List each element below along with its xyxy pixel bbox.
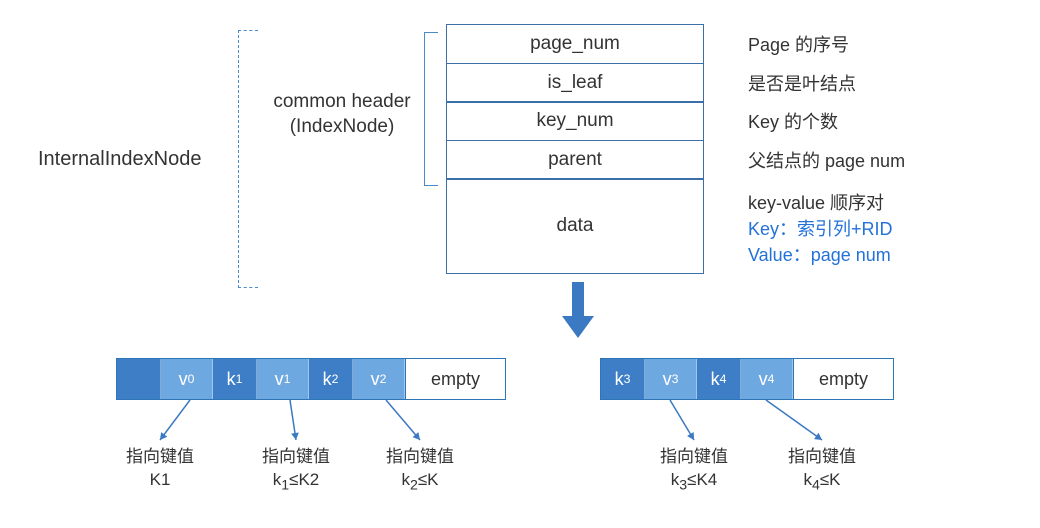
- field-key-num: key_num: [446, 101, 704, 141]
- common-header-line2: (IndexNode): [290, 116, 395, 137]
- desc-data-line3: Value：page num: [748, 245, 891, 265]
- array-cell: k3: [601, 359, 645, 399]
- array-cell: [117, 359, 161, 399]
- array-cell: k1: [213, 359, 257, 399]
- array-cell: k4: [697, 359, 741, 399]
- field-parent: parent: [446, 140, 704, 180]
- desc-data: key-value 顺序对 Key：索引列+RID Value：page num: [748, 180, 1008, 268]
- pointer-label: 指向键值k2≤K: [360, 446, 480, 495]
- pointer-label: 指向键值k3≤K4: [634, 446, 754, 495]
- outer-bracket: [238, 30, 258, 288]
- desc-data-line2: Key：索引列+RID: [748, 219, 893, 239]
- array-cell: v0: [161, 359, 213, 399]
- array-cell: v2: [353, 359, 405, 399]
- array-cell: v3: [645, 359, 697, 399]
- description-column: Page 的序号 是否是叶结点 Key 的个数 父结点的 page num ke…: [748, 24, 1008, 268]
- common-header-line1: common header: [273, 91, 410, 112]
- pointer-label: 指向键值K1: [100, 446, 220, 492]
- array-cell: empty: [405, 359, 505, 399]
- left-node-array: v0k1v1k2v2empty: [116, 358, 506, 400]
- field-page-num: page_num: [446, 24, 704, 64]
- field-is-leaf: is_leaf: [446, 63, 704, 103]
- right-node-array: k3v3k4v4empty: [600, 358, 894, 400]
- field-table: page_num is_leaf key_num parent data: [446, 24, 704, 274]
- title-internalindexnode: InternalIndexNode: [38, 148, 201, 171]
- pointer-label: 指向键值k4≤K: [762, 446, 882, 495]
- down-arrow-icon: [560, 282, 596, 338]
- array-cell: k2: [309, 359, 353, 399]
- array-cell: empty: [793, 359, 893, 399]
- inner-bracket: [424, 32, 438, 186]
- desc-is-leaf: 是否是叶结点: [748, 63, 1008, 103]
- pointer-label: 指向键值k1≤K2: [236, 446, 356, 495]
- desc-key-num: Key 的个数: [748, 101, 1008, 141]
- array-cell: v1: [257, 359, 309, 399]
- desc-data-line1: key-value 顺序对: [748, 193, 884, 213]
- common-header-label: common header (IndexNode): [262, 90, 422, 139]
- desc-page-num: Page 的序号: [748, 24, 1008, 64]
- desc-parent: 父结点的 page num: [748, 140, 1008, 180]
- field-data: data: [446, 178, 704, 274]
- array-cell: v4: [741, 359, 793, 399]
